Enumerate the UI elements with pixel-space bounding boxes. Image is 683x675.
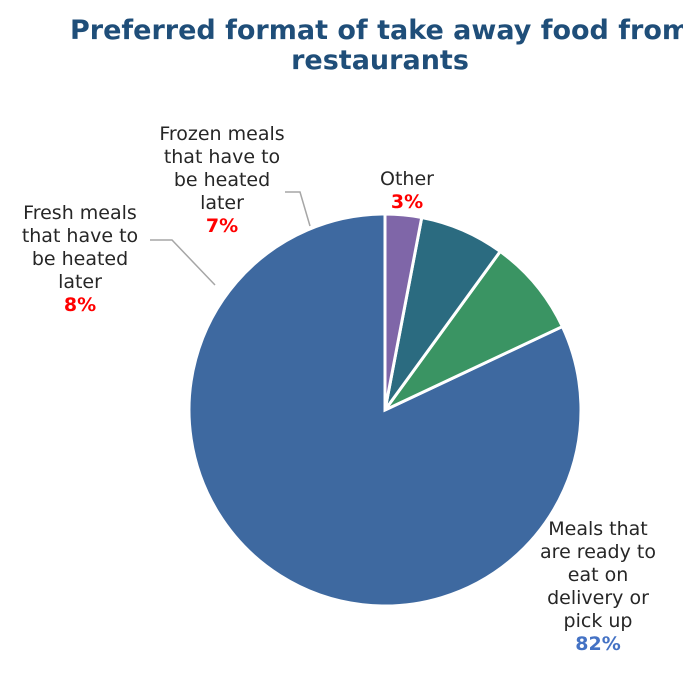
slice-label-text: that have to — [5, 225, 155, 248]
slice-label-text: Fresh meals — [5, 202, 155, 225]
slice-label-text: be heated — [5, 248, 155, 271]
slice-label-text: delivery or — [528, 587, 668, 610]
slice-value-label: 82% — [528, 633, 668, 656]
slice-label-text: are ready to — [528, 541, 668, 564]
slice-label-4: Other 3% — [362, 168, 452, 214]
slice-value-label: 7% — [147, 215, 297, 238]
slice-label-text: Frozen meals — [147, 123, 297, 146]
slice-label-text: later — [147, 192, 297, 215]
slice-label-3: Frozen meals that have to be heated later 7% — [147, 123, 297, 238]
slice-label-text: Meals that — [528, 518, 668, 541]
slice-label-text: Other — [362, 168, 452, 191]
slice-label-2: Fresh meals that have to be heated later 8% — [5, 202, 155, 317]
slice-value-label: 3% — [362, 191, 452, 214]
slice-label-text: pick up — [528, 610, 668, 633]
slice-label-text: that have to — [147, 146, 297, 169]
slice-label-text: be heated — [147, 169, 297, 192]
slice-label-text: later — [5, 271, 155, 294]
slice-label-1: Meals that are ready to eat on delivery or p… — [528, 518, 668, 656]
slice-value-label: 8% — [5, 294, 155, 317]
leader-line-2 — [150, 240, 215, 285]
slice-label-text: eat on — [528, 564, 668, 587]
